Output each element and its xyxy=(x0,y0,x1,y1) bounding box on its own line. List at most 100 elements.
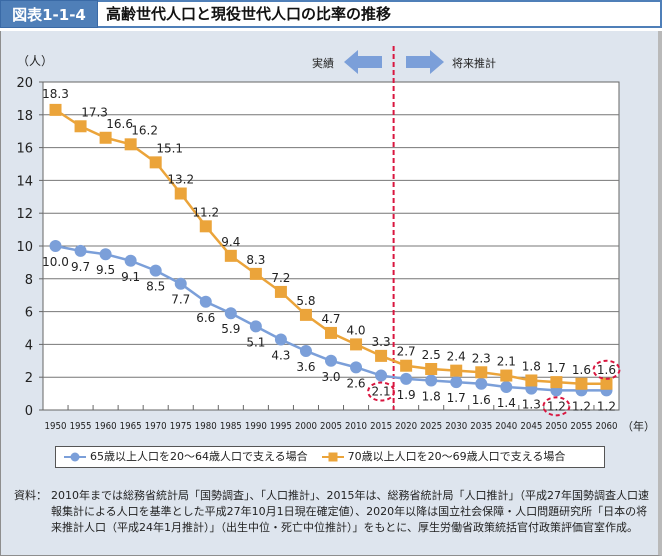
legend-item-65: 65歳以上人口を20～64歳人口で支える場合 xyxy=(64,447,308,467)
data-point xyxy=(400,359,413,372)
data-point xyxy=(99,248,112,261)
x-tick-label: 2035 xyxy=(470,421,492,432)
data-label: 2.3 xyxy=(472,351,491,365)
data-label: 5.1 xyxy=(246,335,265,349)
y-tick-label: 20 xyxy=(16,76,33,91)
data-point xyxy=(174,187,187,200)
y-tick-label: 2 xyxy=(25,371,33,386)
data-label: 8.3 xyxy=(246,253,265,267)
data-label: 7.2 xyxy=(271,271,290,285)
data-label: 4.3 xyxy=(271,348,290,362)
y-tick-label: 0 xyxy=(25,404,33,419)
y-tick-label: 4 xyxy=(25,338,33,353)
data-label: 16.2 xyxy=(131,123,158,137)
x-tick-label: 1985 xyxy=(220,421,242,432)
data-label: 9.5 xyxy=(96,263,115,277)
data-point xyxy=(99,131,112,144)
data-label: 13.2 xyxy=(167,173,194,187)
data-point xyxy=(400,372,413,385)
source-label: 資料： xyxy=(14,489,47,502)
data-label: 1.6 xyxy=(597,363,616,377)
x-tick-label: 2020 xyxy=(395,421,417,432)
data-label: 1.7 xyxy=(447,391,466,405)
data-point xyxy=(475,377,488,390)
data-label: 2.7 xyxy=(397,345,416,359)
data-label: 8.5 xyxy=(146,280,165,294)
highlight-circle xyxy=(592,359,621,380)
x-tick-label: 1990 xyxy=(245,421,267,432)
data-point xyxy=(149,156,162,169)
y-tick-label: 12 xyxy=(16,207,33,222)
data-point xyxy=(500,381,513,394)
data-label: 2.1 xyxy=(372,385,391,399)
data-point xyxy=(500,369,513,382)
data-point xyxy=(49,240,62,252)
x-tick-label: 2050 xyxy=(545,421,567,432)
x-tick-label: 2045 xyxy=(520,421,542,432)
x-axis-label: （年） xyxy=(622,419,655,433)
data-point xyxy=(149,264,162,277)
x-tick-label: 2030 xyxy=(445,421,467,432)
data-label: 15.1 xyxy=(156,141,183,155)
y-tick-label: 14 xyxy=(16,174,33,189)
data-label: 11.2 xyxy=(192,205,219,219)
data-label: 2.6 xyxy=(346,376,365,390)
x-tick-label: 1995 xyxy=(270,421,292,432)
x-tick-label: 2010 xyxy=(345,421,367,432)
legend-label-65: 65歳以上人口を20～64歳人口で支える場合 xyxy=(90,450,308,463)
data-point xyxy=(274,285,287,298)
data-label: 3.0 xyxy=(321,370,340,384)
data-label: 16.6 xyxy=(106,117,133,131)
data-point xyxy=(199,295,212,308)
data-point xyxy=(274,333,287,346)
data-point xyxy=(350,361,363,374)
data-label: 2.4 xyxy=(447,350,466,364)
data-label: 4.0 xyxy=(346,323,365,337)
data-label: 10.0 xyxy=(42,255,69,269)
x-tick-label: 1970 xyxy=(145,421,167,432)
data-label: 1.8 xyxy=(422,389,441,403)
data-point xyxy=(325,354,337,367)
data-point xyxy=(425,363,438,375)
x-tick-label: 2015 xyxy=(370,421,392,432)
data-point xyxy=(74,244,87,257)
x-tick-label: 1980 xyxy=(195,421,217,432)
data-point xyxy=(425,374,438,387)
data-label: 2.1 xyxy=(497,355,516,369)
data-point xyxy=(475,366,488,379)
actual-label: 実績 xyxy=(312,56,334,70)
data-label: 1.7 xyxy=(547,361,566,375)
y-tick-label: 10 xyxy=(16,240,33,255)
highlight-circle xyxy=(367,381,396,402)
arrow-right-icon xyxy=(406,50,444,74)
data-label: 1.2 xyxy=(597,399,616,413)
data-point xyxy=(375,349,388,362)
x-tick-label: 1955 xyxy=(70,421,92,432)
data-point xyxy=(299,344,312,357)
x-tick-label: 2005 xyxy=(320,421,342,432)
data-point xyxy=(299,308,312,321)
y-tick-label: 8 xyxy=(25,273,33,288)
data-point xyxy=(450,376,463,389)
data-label: 17.3 xyxy=(81,105,108,119)
x-tick-label: 2040 xyxy=(495,421,517,432)
data-label: 1.8 xyxy=(522,359,541,373)
data-point xyxy=(325,326,337,339)
data-point xyxy=(550,376,563,389)
legend-item-70: 70歳以上人口を20～69歳人口で支える場合 xyxy=(321,447,565,467)
data-label: 1.2 xyxy=(572,399,591,413)
data-label: 4.7 xyxy=(321,312,340,326)
data-label: 1.9 xyxy=(397,388,416,402)
source-text: 2010年までは総務省統計局「国勢調査」、「人口推計」、2015年は、総務省統計… xyxy=(51,489,649,534)
data-label: 18.3 xyxy=(42,87,69,101)
highlight-circle xyxy=(542,396,571,417)
arrow-left-icon xyxy=(344,50,382,74)
x-tick-label: 2000 xyxy=(295,421,317,432)
data-point xyxy=(249,320,262,333)
data-point xyxy=(199,220,212,233)
data-point xyxy=(249,267,262,280)
data-point xyxy=(224,249,237,262)
data-label: 1.6 xyxy=(472,393,491,407)
figure-header: 図表1-1-4 高齢世代人口と現役世代人口の比率の推移 xyxy=(0,0,662,30)
